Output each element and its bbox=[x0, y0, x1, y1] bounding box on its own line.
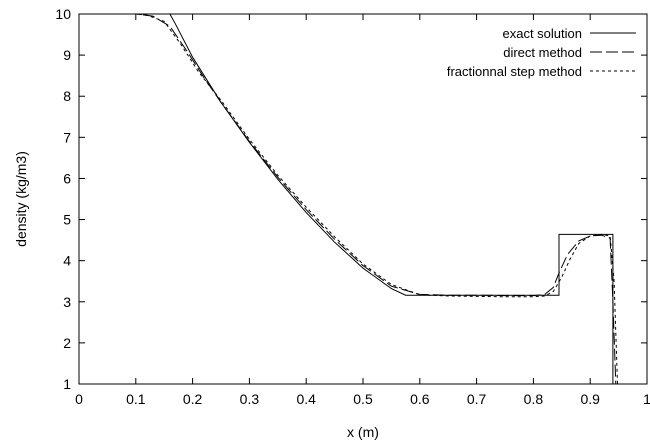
x-axis-title: x (m) bbox=[347, 424, 379, 440]
series-line-3 bbox=[79, 13, 618, 385]
y-tick-label: 9 bbox=[63, 47, 71, 63]
x-tick-label: 1 bbox=[643, 391, 650, 407]
x-tick-label: 0.3 bbox=[240, 391, 260, 407]
y-tick-label: 5 bbox=[63, 212, 71, 228]
y-tick-label: 10 bbox=[55, 6, 71, 22]
y-tick-label: 1 bbox=[63, 376, 71, 392]
y-axis-title: density (kg/m3) bbox=[13, 151, 29, 247]
x-tick-label: 0.5 bbox=[353, 391, 373, 407]
x-tick-label: 0.6 bbox=[410, 391, 430, 407]
legend: exact solution direct method fractionnal s… bbox=[447, 26, 636, 79]
y-tick-label: 3 bbox=[63, 294, 71, 310]
y-tick-label: 6 bbox=[63, 170, 71, 186]
series-layer bbox=[79, 13, 618, 385]
x-tick-label: 0.2 bbox=[183, 391, 203, 407]
y-tick-label: 4 bbox=[63, 253, 71, 269]
x-tick-label: 0.9 bbox=[580, 391, 600, 407]
y-tick-label: 2 bbox=[63, 335, 71, 351]
axis-ticks: 0 0.1 0.2 0.3 0.4 0.5 0.6 0.7 0.8 0.9 1 1 2 3 4 5 6 7 8 9 10 bbox=[55, 6, 650, 407]
y-tick-label: 8 bbox=[63, 88, 71, 104]
y-tick-label: 7 bbox=[63, 129, 71, 145]
x-tick-label: 0 bbox=[75, 391, 83, 407]
x-tick-label: 0.7 bbox=[467, 391, 487, 407]
x-tick-label: 0.4 bbox=[296, 391, 316, 407]
x-tick-label: 0.1 bbox=[126, 391, 146, 407]
legend-label-1: exact solution bbox=[503, 26, 583, 41]
legend-label-2: direct method bbox=[503, 45, 582, 60]
series-line-2 bbox=[79, 13, 617, 385]
legend-label-3: fractionnal step method bbox=[447, 64, 582, 79]
x-tick-label: 0.8 bbox=[524, 391, 544, 407]
series-line-1 bbox=[79, 13, 614, 384]
